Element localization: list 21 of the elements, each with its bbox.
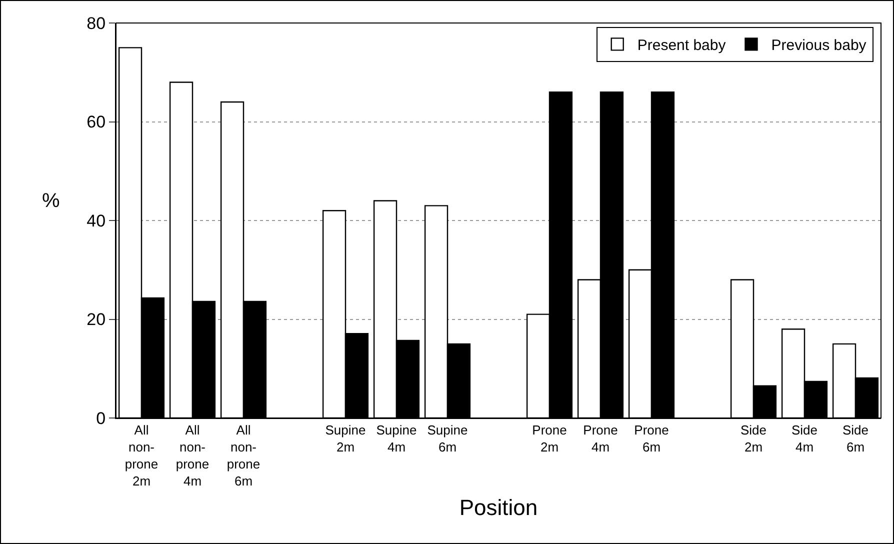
y-tick-label: 80	[86, 14, 106, 33]
x-tick-label: Supine 2m	[325, 422, 366, 454]
x-tick-label: Side 4m	[791, 422, 818, 454]
x-tick-label: Side 2m	[740, 422, 767, 454]
y-tick-label: 20	[86, 310, 106, 330]
x-tick-label: Prone 2m	[532, 422, 567, 454]
legend-label: Previous baby	[771, 37, 867, 54]
x-tick-label: Supine 6m	[427, 422, 468, 454]
y-tick-label: 0	[96, 408, 106, 428]
x-axis-title: Position	[459, 495, 538, 520]
y-axis-title: %	[42, 190, 60, 212]
y-tick-label: 60	[86, 112, 106, 132]
x-tick-label: All non- prone 6m	[226, 422, 260, 488]
y-tick-label: 40	[86, 211, 106, 230]
legend-label: Present baby	[637, 37, 726, 54]
x-tick-label: All non- prone 4m	[176, 422, 210, 488]
x-tick-label: Supine 4m	[376, 422, 417, 454]
x-tick-label: All non- prone 2m	[124, 422, 158, 488]
x-tick-label: Prone 6m	[634, 422, 669, 454]
x-tick-label: Prone 4m	[583, 422, 618, 454]
x-tick-label: Side 6m	[842, 422, 869, 454]
